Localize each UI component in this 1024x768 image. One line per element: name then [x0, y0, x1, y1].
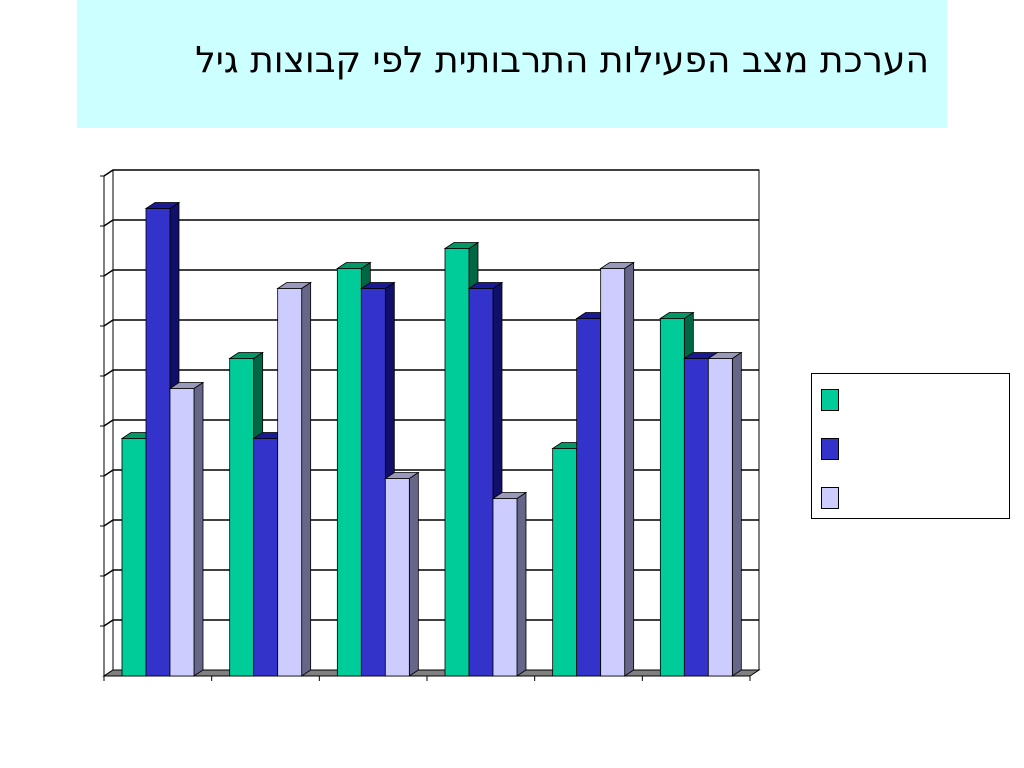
bar-side-series-3 — [301, 281, 312, 677]
bar-series-3 — [169, 388, 195, 677]
bar-series-1 — [229, 358, 255, 677]
bar-series-3 — [707, 358, 733, 677]
bar-series-1 — [121, 438, 147, 677]
gridline — [103, 569, 759, 577]
bar-side-series-3 — [624, 261, 635, 677]
gridline — [103, 319, 759, 327]
bar-top-series-3 — [384, 472, 420, 479]
bar-series-3 — [600, 268, 626, 677]
bar-series-1 — [659, 318, 685, 677]
chart-legend — [811, 373, 1010, 519]
bar-series-2 — [360, 288, 386, 677]
bar-series-3 — [492, 498, 518, 677]
bar-top-series-2 — [467, 282, 504, 289]
bar-top-series-2 — [144, 202, 181, 209]
gridline — [103, 219, 759, 227]
bar-top-series-2 — [360, 282, 396, 289]
gridline — [103, 419, 759, 427]
gridline — [103, 369, 759, 377]
legend-item-series-1 — [821, 389, 1011, 413]
bar-series-2 — [576, 318, 602, 677]
slide-title: הערכת מצב הפעילות התרבותית לפי קבוצות גי… — [195, 40, 929, 81]
bar-top-series-3 — [276, 282, 312, 289]
bar-top-series-1 — [336, 262, 372, 269]
bar-top-series-1 — [659, 312, 695, 319]
title-banner: הערכת מצב הפעילות התרבותית לפי קבוצות גי… — [77, 0, 947, 128]
legend-swatch-series-3 — [821, 487, 839, 509]
gridline — [103, 469, 759, 477]
legend-swatch-series-1 — [821, 389, 839, 411]
bar-side-series-3 — [408, 471, 419, 677]
bar-series-1 — [552, 448, 578, 677]
legend-item-series-2 — [821, 438, 1011, 462]
bar-series-2 — [683, 358, 709, 677]
gridline — [103, 269, 759, 277]
bar-series-2 — [145, 208, 171, 677]
legend-swatch-series-2 — [821, 438, 839, 460]
gridline — [103, 619, 759, 627]
bar-series-2 — [253, 438, 279, 677]
bar-series-3 — [384, 478, 410, 677]
bar-series-2 — [468, 288, 494, 677]
bar-series-3 — [277, 288, 303, 677]
bar-top-series-3 — [168, 382, 205, 389]
bar-series-1 — [444, 248, 470, 677]
bar-side-series-3 — [193, 381, 204, 677]
bar-side-series-3 — [731, 351, 742, 677]
legend-item-series-3 — [821, 487, 1011, 511]
bar-side-series-3 — [516, 491, 527, 677]
bar-series-1 — [336, 268, 362, 677]
bar-top-series-3 — [707, 352, 743, 359]
bar-top-series-3 — [599, 262, 635, 269]
gridline — [103, 519, 759, 527]
bar-top-series-3 — [491, 492, 528, 499]
gridline — [103, 169, 759, 177]
bar-top-series-1 — [228, 352, 264, 359]
bar-top-series-1 — [443, 242, 480, 249]
